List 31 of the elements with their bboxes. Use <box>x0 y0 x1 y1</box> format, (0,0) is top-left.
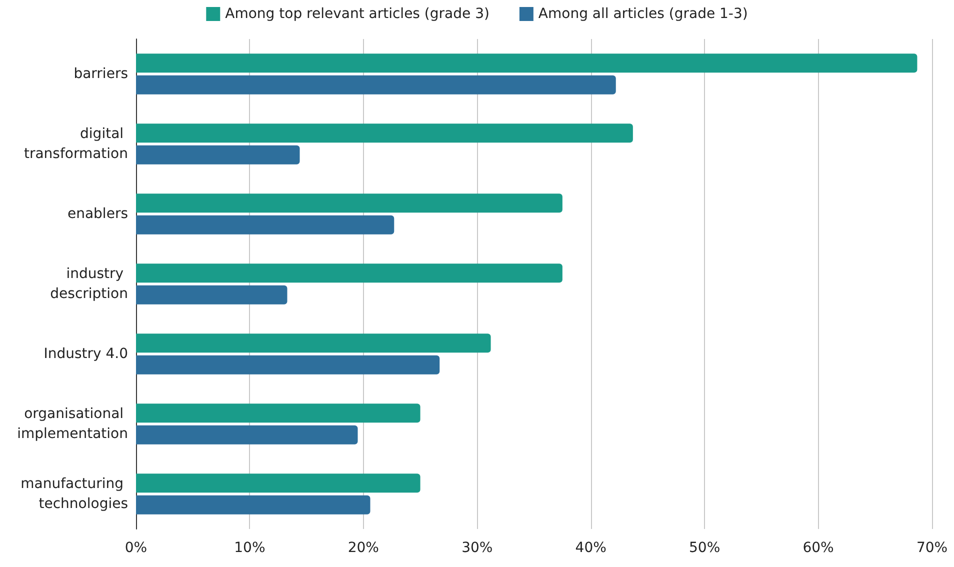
y-tick-label: organisational implementation <box>17 406 128 442</box>
bar <box>136 75 616 94</box>
x-tick-label: 70% <box>916 540 948 556</box>
y-tick-label: Industry 4.0 <box>44 346 128 362</box>
bar <box>136 145 300 164</box>
bar <box>136 404 420 423</box>
bar <box>136 264 562 283</box>
x-tick-label: 20% <box>348 540 379 556</box>
bar <box>136 215 394 234</box>
legend-label: Among all articles (grade 1-3) <box>538 6 748 22</box>
x-tick-label: 10% <box>234 540 266 556</box>
bar <box>136 54 918 73</box>
bar <box>136 124 633 143</box>
y-tick-label: enablers <box>67 206 128 222</box>
x-tick-label: 30% <box>462 540 493 556</box>
bar <box>136 474 420 493</box>
y-tick-label: digital transformation <box>24 126 128 162</box>
bar <box>136 495 370 514</box>
y-tick-label: barriers <box>74 66 128 82</box>
x-tick-label: 0% <box>124 540 148 556</box>
y-tick-label: manufacturing technologies <box>20 476 128 512</box>
x-tick-label: 40% <box>575 540 606 556</box>
x-tick-label: 60% <box>802 540 834 556</box>
bar <box>136 194 562 213</box>
bar <box>136 334 491 353</box>
bar <box>136 285 288 304</box>
bar <box>136 425 358 444</box>
y-tick-label: industry description <box>50 266 128 302</box>
x-tick-label: 50% <box>689 540 720 556</box>
bar <box>136 355 440 374</box>
legend-label: Among top relevant articles (grade 3) <box>225 6 490 22</box>
